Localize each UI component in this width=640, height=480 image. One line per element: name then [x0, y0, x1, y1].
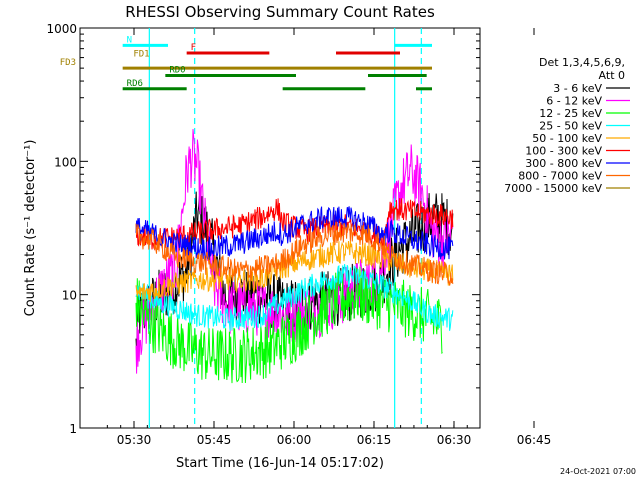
- plot-frame: [79, 27, 481, 429]
- chart-title: RHESSI Observing Summary Count Rates: [125, 3, 435, 21]
- band-label-fd1: FD1: [133, 50, 149, 60]
- legend-entry-label-6: 300 - 800 keV: [525, 157, 602, 170]
- series-line-7: [135, 222, 454, 286]
- band-label-n: N: [127, 35, 132, 45]
- band-label-fd3: FD3: [60, 58, 76, 68]
- x-tick-label-1: 05:45: [197, 433, 232, 447]
- x-tick-label-3: 06:15: [357, 433, 392, 447]
- legend-entry-label-3: 25 - 50 keV: [539, 120, 602, 133]
- series-line-5: [135, 198, 454, 252]
- legend-subtitle: Att 0: [599, 69, 625, 82]
- series-line-2: [135, 266, 443, 384]
- band-label-rd0: RD0: [169, 66, 185, 76]
- y-tick-label-0: 1: [69, 422, 77, 436]
- x-tick-label-4: 06:30: [437, 433, 472, 447]
- y-axis: 1 10 100 1000: [46, 22, 480, 436]
- x-axis: 05:30 05:45 06:00 06:15 06:30 06:45: [106, 28, 552, 447]
- y-tick-label-2: 100: [54, 155, 77, 169]
- legend-entry-label-4: 50 - 100 keV: [532, 132, 602, 145]
- legend-entry-label-1: 6 - 12 keV: [546, 95, 602, 108]
- series-line-3: [135, 264, 454, 332]
- plot-area: N F FD1 FD3 RD0 RD6: [60, 27, 481, 429]
- y-tick-label-3: 1000: [46, 22, 77, 36]
- series-line-6: [135, 206, 454, 263]
- legend-entry-label-7: 800 - 7000 keV: [518, 170, 602, 183]
- band-label-f: F: [191, 43, 196, 53]
- legend-entry-label-2: 12 - 25 keV: [539, 107, 602, 120]
- legend-entry-label-5: 100 - 300 keV: [525, 145, 602, 158]
- series-line-0: [135, 191, 454, 352]
- legend-entry-label-8: 7000 - 15000 keV: [504, 182, 602, 195]
- y-axis-label: Count Rate (s⁻¹ detector⁻¹): [23, 140, 38, 317]
- x-axis-label: Start Time (16-Jun-14 05:17:02): [176, 456, 384, 471]
- legend-title: Det 1,3,4,5,6,9,: [539, 56, 625, 69]
- footer-date: 24-Oct-2021 07:00: [560, 467, 636, 476]
- legend-entry-label-0: 3 - 6 keV: [553, 82, 602, 95]
- x-tick-label-5: 06:45: [517, 433, 552, 447]
- y-tick-label-1: 10: [62, 289, 77, 303]
- x-tick-label-0: 05:30: [117, 433, 152, 447]
- x-tick-label-2: 06:00: [277, 433, 312, 447]
- band-label-rd6: RD6: [127, 79, 143, 89]
